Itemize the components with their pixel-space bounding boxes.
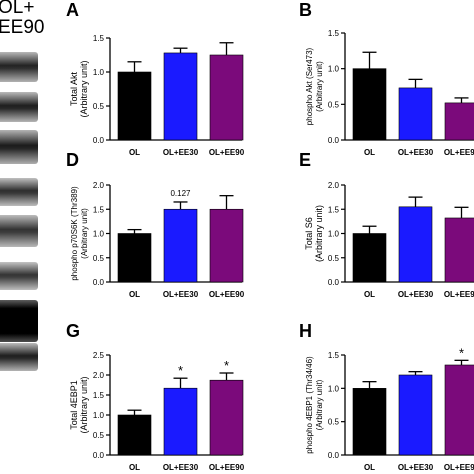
bar-a-2: [209, 54, 244, 141]
western-blot-strip: OL+ EE90: [0, 0, 44, 474]
x-tick-label-g-2: OL+EE90: [209, 463, 245, 472]
blot-band-1: [0, 52, 38, 82]
bar-a-1: [163, 52, 198, 141]
y-tick-label-h-1: 0.5: [328, 418, 340, 427]
y-tick-label-a-3: 1.5: [93, 34, 105, 43]
bar-e-2: [444, 217, 474, 283]
bar-d-1: [163, 208, 198, 283]
x-tick-label-a-0: OL: [129, 148, 140, 157]
panel-label-d: D: [66, 150, 79, 170]
bar-e-1: [398, 206, 433, 283]
bar-e-0: [352, 233, 387, 283]
y-tick-label-h-3: 1.5: [328, 351, 340, 360]
y-axis-label-g: Total 4EBP1: [69, 380, 79, 430]
y-tick-label-d-3: 1.5: [93, 205, 105, 214]
y-tick-label-d-4: 2.0: [93, 181, 105, 190]
panel-label-a: A: [66, 0, 79, 20]
bar-d-0: [117, 233, 152, 283]
blot-header-line2: EE90: [0, 17, 45, 38]
bar-b-2: [444, 102, 474, 141]
y-axis-label-a: Total Akt: [69, 71, 79, 106]
x-tick-label-b-0: OL: [364, 148, 375, 157]
x-tick-label-e-1: OL+EE30: [398, 290, 434, 299]
blot-band-2: [0, 92, 38, 122]
y-tick-label-g-0: 0.0: [93, 451, 105, 460]
y-tick-label-e-4: 2.0: [328, 181, 340, 190]
blot-header-line1: OL+: [0, 0, 35, 18]
annotation-g-2: *: [224, 358, 229, 373]
y-tick-label-d-0: 0.0: [93, 278, 105, 287]
x-tick-label-d-1: OL+EE30: [163, 290, 199, 299]
bar-d-2: [209, 208, 244, 283]
y-axis-label2-a: (Arbitrary unit): [79, 60, 89, 117]
y-tick-label-d-2: 1.0: [93, 230, 105, 239]
panel-label-h: H: [299, 321, 312, 341]
annotation-g-1: *: [178, 363, 183, 378]
y-tick-label-g-5: 2.5: [93, 351, 105, 360]
x-tick-label-a-1: OL+EE30: [163, 148, 199, 157]
y-axis-label2-e: (Arbitrary unit): [314, 205, 324, 262]
y-tick-label-e-1: 0.5: [328, 254, 340, 263]
y-tick-label-e-3: 1.5: [328, 205, 340, 214]
y-tick-label-d-1: 0.5: [93, 254, 105, 263]
blot-band-4: [0, 178, 38, 206]
y-tick-label-b-2: 1.0: [328, 65, 340, 74]
x-tick-label-e-0: OL: [364, 290, 375, 299]
panel-label-e: E: [299, 150, 311, 170]
y-tick-label-h-2: 1.0: [328, 384, 340, 393]
y-axis-label-h: phospho 4EBP1 (Thr34/46): [305, 356, 314, 454]
x-tick-label-b-2: OL+EE90: [444, 148, 474, 157]
bar-h-0: [352, 388, 387, 456]
x-tick-label-h-0: OL: [364, 463, 375, 472]
y-tick-label-e-0: 0.0: [328, 278, 340, 287]
y-tick-label-b-0: 0.0: [328, 136, 340, 145]
panel-label-b: B: [299, 0, 312, 20]
bar-b-1: [398, 87, 433, 141]
y-tick-label-b-3: 1.5: [328, 29, 340, 38]
x-tick-label-g-0: OL: [129, 463, 140, 472]
blot-band-3: [0, 130, 38, 164]
annotation-d-1: 0.127: [170, 189, 191, 198]
bar-g-2: [209, 379, 244, 456]
blot-band-6: [0, 262, 38, 290]
bar-a-0: [117, 71, 152, 141]
y-tick-label-a-2: 1.0: [93, 68, 105, 77]
y-tick-label-h-0: 0.0: [328, 451, 340, 460]
y-tick-label-g-4: 2.0: [93, 371, 105, 380]
y-tick-label-g-1: 0.5: [93, 431, 105, 440]
y-tick-label-b-1: 0.5: [328, 100, 340, 109]
bar-h-1: [398, 374, 433, 456]
y-axis-label2-g: (Arbitrary unit): [79, 376, 89, 433]
x-tick-label-e-2: OL+EE90: [444, 290, 474, 299]
y-axis-label2-h: (Arbitrary unit): [315, 379, 324, 430]
panel-label-g: G: [66, 321, 80, 341]
x-tick-label-h-1: OL+EE30: [398, 463, 434, 472]
x-tick-label-d-2: OL+EE90: [209, 290, 245, 299]
bar-b-0: [352, 68, 387, 141]
x-tick-label-b-1: OL+EE30: [398, 148, 434, 157]
blot-band-7: [0, 300, 38, 342]
x-tick-label-a-2: OL+EE90: [209, 148, 245, 157]
y-axis-label-b: phospho Akt (Ser473): [305, 47, 314, 125]
y-tick-label-a-0: 0.0: [93, 136, 105, 145]
annotation-h-2: *: [459, 345, 464, 360]
y-axis-label2-d: (Arbitrary unit): [80, 208, 89, 259]
y-tick-label-g-3: 1.5: [93, 391, 105, 400]
x-tick-label-g-1: OL+EE30: [163, 463, 199, 472]
bar-g-0: [117, 414, 152, 456]
y-tick-label-g-2: 1.0: [93, 411, 105, 420]
blot-band-5: [0, 215, 38, 247]
y-tick-label-e-2: 1.0: [328, 230, 340, 239]
y-tick-label-a-1: 0.5: [93, 102, 105, 111]
x-tick-label-h-2: OL+EE90: [444, 463, 474, 472]
y-axis-label-d: phospho p70S6K (Thr389): [70, 186, 79, 281]
blot-band-8: [0, 343, 38, 371]
bar-g-1: [163, 387, 198, 456]
x-tick-label-d-0: OL: [129, 290, 140, 299]
y-axis-label2-b: (Arbitrary unit): [315, 61, 324, 112]
y-axis-label-e: Total S6: [304, 217, 314, 250]
bar-h-2: [444, 364, 474, 456]
